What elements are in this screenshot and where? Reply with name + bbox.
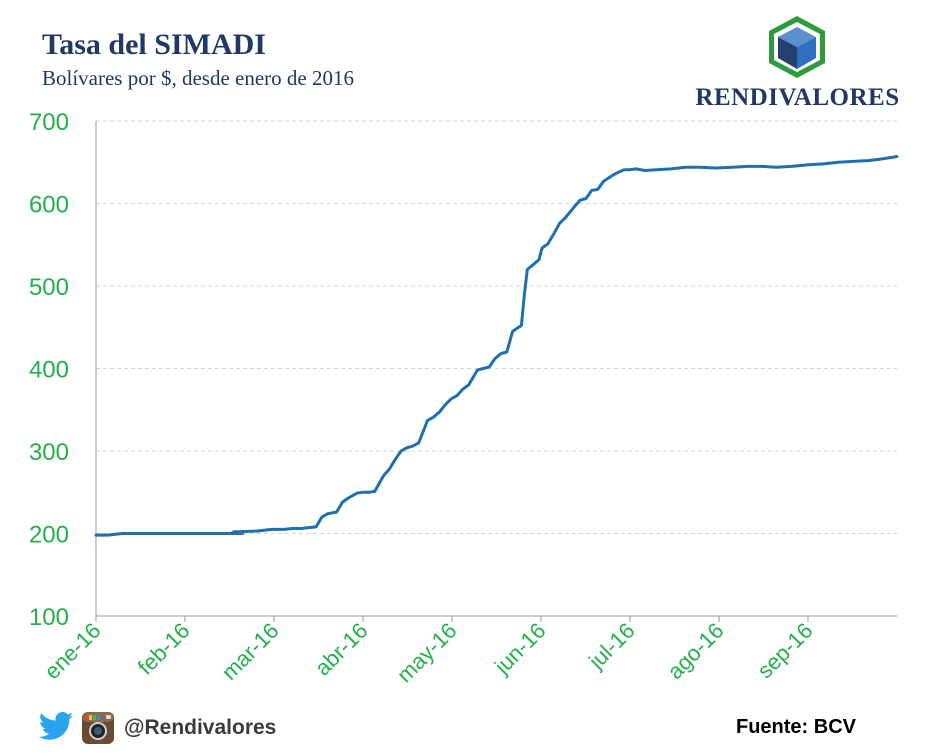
series-line-0 <box>94 155 899 537</box>
rendivalores-logo: RENDIVALORES <box>690 12 905 112</box>
x-tick-label: mar-16 <box>217 618 284 685</box>
y-tick-label: 700 <box>29 109 69 136</box>
x-tick-label: feb-16 <box>133 618 195 680</box>
chart-title: Tasa del SIMADI <box>42 28 266 61</box>
y-tick-label: 100 <box>29 604 69 631</box>
x-tick-label: sep-16 <box>752 618 817 683</box>
cube-icon <box>769 16 825 78</box>
logo-text: RENDIVALORES <box>695 84 900 111</box>
twitter-handle: @Rendivalores <box>124 716 277 739</box>
chart-subtitle: Bolívares por $, desde enero de 2016 <box>42 66 354 90</box>
x-tick-label: jun-16 <box>489 618 551 680</box>
x-tick-label: abr-16 <box>310 618 373 681</box>
y-tick-label: 600 <box>29 192 69 219</box>
instagram-icon <box>82 712 114 744</box>
source-note: Fuente: BCV <box>736 716 856 738</box>
twitter-icon <box>38 712 73 740</box>
x-tick-label: may-16 <box>392 618 462 688</box>
y-tick-label: 200 <box>29 522 69 549</box>
y-tick-label: 500 <box>29 274 69 301</box>
y-tick-label: 400 <box>29 357 69 384</box>
x-tick-label: jul-16 <box>583 618 639 674</box>
x-tick-label: ago-16 <box>662 618 728 684</box>
y-tick-label: 300 <box>29 439 69 466</box>
